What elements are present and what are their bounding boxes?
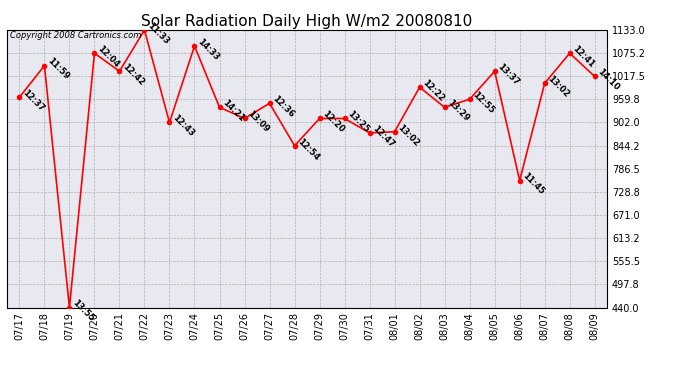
Text: 13:55: 13:55 <box>71 298 96 324</box>
Text: 12:36: 12:36 <box>271 94 296 120</box>
Text: 12:42: 12:42 <box>121 62 146 87</box>
Text: 12:54: 12:54 <box>296 136 322 162</box>
Text: 12:41: 12:41 <box>571 44 596 69</box>
Text: 12:20: 12:20 <box>321 110 346 135</box>
Text: Copyright 2008 Cartronics.com: Copyright 2008 Cartronics.com <box>10 32 141 40</box>
Text: 14:21: 14:21 <box>221 98 246 123</box>
Text: 14:10: 14:10 <box>596 68 621 93</box>
Text: 13:29: 13:29 <box>446 98 471 123</box>
Text: 13:09: 13:09 <box>246 110 271 135</box>
Text: 12:55: 12:55 <box>471 90 496 116</box>
Text: 12:04: 12:04 <box>96 44 121 69</box>
Text: 13:02: 13:02 <box>546 74 571 99</box>
Text: 13:25: 13:25 <box>346 110 371 135</box>
Text: 13:02: 13:02 <box>396 123 421 148</box>
Text: 12:22: 12:22 <box>421 78 446 104</box>
Text: 14:33: 14:33 <box>196 37 221 62</box>
Text: 11:45: 11:45 <box>521 171 546 197</box>
Title: Solar Radiation Daily High W/m2 20080810: Solar Radiation Daily High W/m2 20080810 <box>141 14 473 29</box>
Text: 12:47: 12:47 <box>371 124 396 149</box>
Text: 11:59: 11:59 <box>46 57 71 82</box>
Text: 12:37: 12:37 <box>21 88 46 113</box>
Text: 13:37: 13:37 <box>496 62 521 87</box>
Text: 12:43: 12:43 <box>171 113 196 139</box>
Text: 11:33: 11:33 <box>146 21 171 46</box>
